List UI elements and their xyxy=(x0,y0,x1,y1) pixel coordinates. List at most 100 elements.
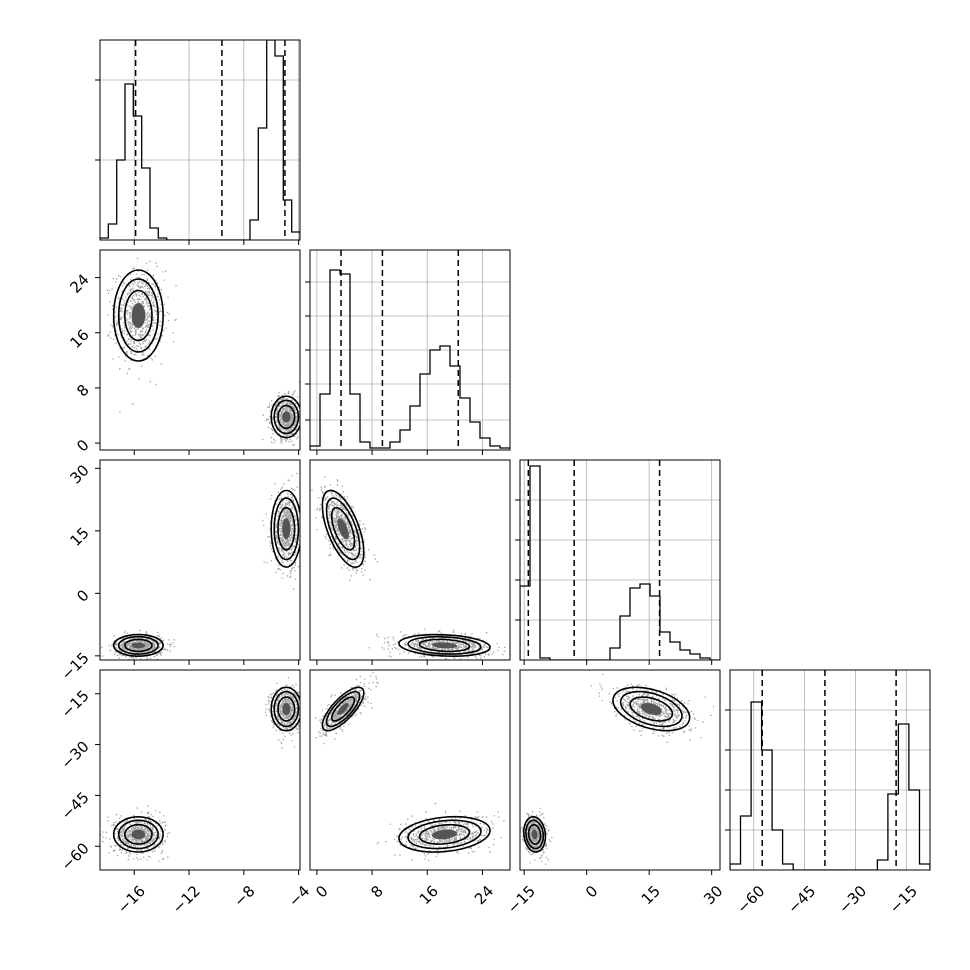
xtick-label-2-4: 24 xyxy=(471,882,497,908)
contour-level-2 xyxy=(325,690,361,728)
contour-level-2 xyxy=(273,497,300,561)
xtick-label-3-2: 0 xyxy=(582,882,601,901)
xtick-label-4-3: −30 xyxy=(835,882,870,917)
contour-level-4 xyxy=(431,829,458,840)
mode-2-contours xyxy=(270,489,300,568)
contour-level-3 xyxy=(123,638,153,653)
contour-level-4 xyxy=(282,703,291,715)
ytick-label-2-2: 8 xyxy=(73,381,92,400)
ytick-label-2-3: 16 xyxy=(66,326,92,352)
contour-level-2 xyxy=(407,635,482,655)
contour-level-1 xyxy=(112,633,164,658)
xtick-label-2-3: 16 xyxy=(416,882,442,908)
hist-panel-2 xyxy=(305,249,511,455)
ytick-label-2-4: 24 xyxy=(66,271,92,297)
histogram-3 xyxy=(520,465,720,660)
mode-2-contours xyxy=(612,686,691,732)
contour-level-1 xyxy=(398,815,491,853)
ytick-label-3-4: 30 xyxy=(66,461,92,487)
mode-1-contours xyxy=(112,816,164,853)
contour-level-4 xyxy=(432,642,457,649)
mode-2-contours xyxy=(270,395,300,439)
panel-content xyxy=(311,476,506,660)
contour-level-3 xyxy=(418,638,471,653)
panel-content xyxy=(101,472,300,660)
hist-panel-1 xyxy=(95,39,301,245)
contour-level-2 xyxy=(525,819,545,850)
panel-frame xyxy=(99,669,301,871)
panel-frame xyxy=(99,249,301,451)
mode-1-contours xyxy=(112,633,164,658)
xtick-label-3-3: 15 xyxy=(638,882,664,908)
ytick-label-3-2: 0 xyxy=(73,586,92,605)
mode-1-contours xyxy=(522,815,547,853)
contour-level-4 xyxy=(337,518,349,540)
hist-frame xyxy=(309,249,511,451)
contour-level-3 xyxy=(330,506,356,551)
ytick-label-4-4: −15 xyxy=(58,687,93,722)
xtick-label-4-4: −15 xyxy=(886,882,921,917)
panel-content xyxy=(100,677,300,862)
contour-level-1 xyxy=(112,816,164,853)
contour-level-1 xyxy=(321,686,365,732)
xtick-label-4-2: −45 xyxy=(784,882,819,917)
xtick-label-3-4: 30 xyxy=(700,882,726,908)
contour-level-3 xyxy=(418,823,471,845)
ytick-label-4-3: −30 xyxy=(58,738,93,773)
panel-frame xyxy=(99,459,301,661)
contour-level-1 xyxy=(398,633,491,657)
contour-level-4 xyxy=(131,303,146,328)
mode-1-contours xyxy=(112,269,164,362)
panel-content xyxy=(310,672,505,861)
contour-level-2 xyxy=(325,497,361,561)
scatter-panel-3-1 xyxy=(95,459,301,665)
mode-2-contours xyxy=(321,489,365,568)
ytick-label-4-2: −45 xyxy=(58,788,93,823)
hist-frame xyxy=(729,669,931,871)
xtick-label-1-3: −8 xyxy=(230,882,258,910)
scatter-samples xyxy=(520,673,715,865)
histogram-4 xyxy=(730,701,930,870)
mode-2-contours xyxy=(321,686,365,732)
hist-frame xyxy=(99,39,301,241)
contour-level-2 xyxy=(407,819,482,850)
contour-level-3 xyxy=(123,289,153,342)
scatter-panel-4-2 xyxy=(309,669,511,875)
panel-content xyxy=(520,673,715,865)
scatter-samples xyxy=(106,257,300,446)
panel-frame xyxy=(309,459,511,661)
contour-level-1 xyxy=(270,489,300,568)
contour-level-4 xyxy=(282,518,291,540)
xtick-label-4-1: −60 xyxy=(733,882,768,917)
scatter-panel-2-1 xyxy=(95,249,301,455)
ytick-label-4-1: −60 xyxy=(58,839,93,874)
xtick-label-1-1: −16 xyxy=(114,882,149,917)
contour-level-2 xyxy=(273,399,300,435)
xtick-label-3-1: −15 xyxy=(504,882,539,917)
panel-frame xyxy=(519,669,721,871)
contour-level-4 xyxy=(282,411,291,423)
hist-frame xyxy=(519,459,721,661)
contour-level-2 xyxy=(117,278,159,353)
contour-level-3 xyxy=(527,823,542,845)
contour-level-3 xyxy=(277,696,296,722)
contour-level-3 xyxy=(277,404,296,430)
ytick-label-2-1: 0 xyxy=(73,436,92,455)
contour-level-1 xyxy=(522,815,547,853)
contour-level-1 xyxy=(612,686,691,732)
contour-level-4 xyxy=(337,703,349,715)
contour-level-4 xyxy=(531,829,538,840)
scatter-samples xyxy=(101,472,300,660)
contour-level-4 xyxy=(640,703,662,715)
histogram-2 xyxy=(310,269,510,450)
mode-1-contours xyxy=(398,633,491,657)
contour-level-1 xyxy=(270,395,300,439)
xtick-label-1-4: −4 xyxy=(285,882,313,910)
contour-level-2 xyxy=(273,690,300,728)
contour-level-3 xyxy=(277,506,296,551)
contour-level-3 xyxy=(629,696,674,722)
ytick-label-3-1: −15 xyxy=(58,649,93,684)
histogram-1 xyxy=(100,40,300,240)
ytick-label-3-3: 15 xyxy=(66,524,92,550)
contour-level-3 xyxy=(330,696,356,722)
